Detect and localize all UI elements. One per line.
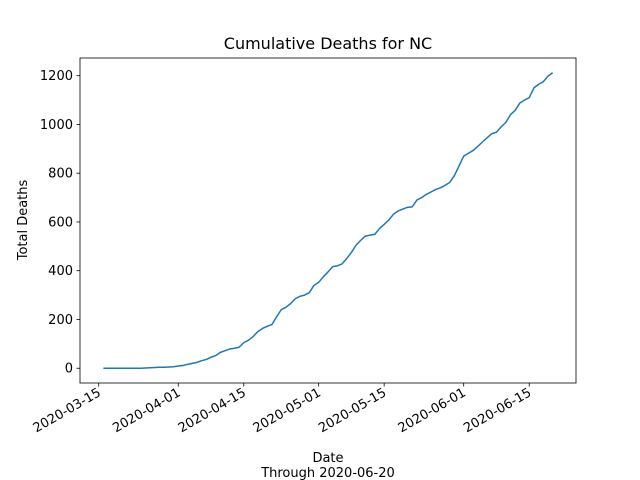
x-axis-label: Date: [312, 451, 343, 466]
y-tick-label: 600: [48, 215, 73, 230]
y-tick-label: 200: [48, 313, 73, 328]
y-axis-label: Total Deaths: [16, 179, 31, 261]
x-axis-note: Through 2020-06-20: [260, 466, 395, 480]
y-tick-label: 1200: [40, 69, 73, 84]
chart-title: Cumulative Deaths for NC: [224, 34, 432, 53]
data-line: [103, 72, 554, 369]
y-tick-label: 0: [65, 362, 73, 377]
plot-frame: [79, 57, 577, 384]
y-tick-label: 1000: [40, 118, 73, 133]
y-tick-label: 800: [48, 167, 73, 182]
y-tick-label: 400: [48, 264, 73, 279]
